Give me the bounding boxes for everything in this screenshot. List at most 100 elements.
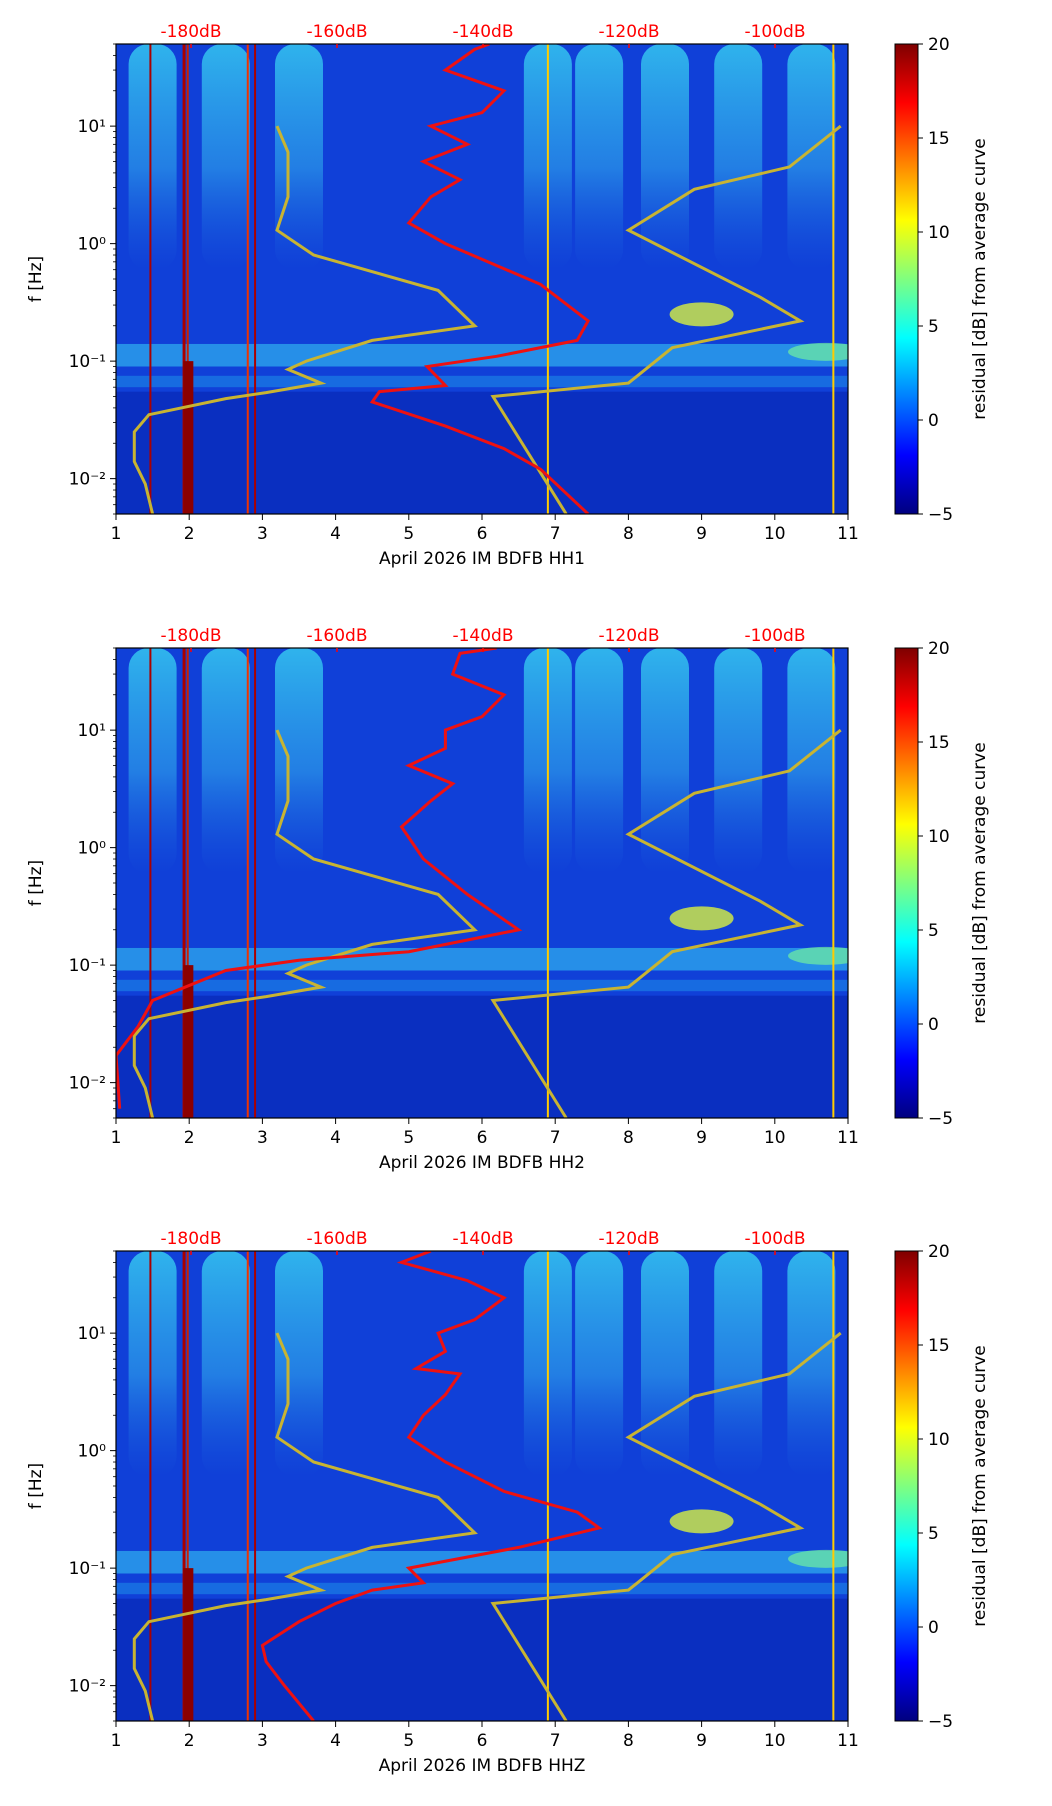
x-tick-label: 5 [403, 524, 414, 544]
x-tick-label: 9 [696, 1128, 707, 1148]
y-tick-label: 10¹ [78, 117, 106, 137]
x-tick-label: 4 [330, 1128, 341, 1148]
y-tick-label: 10⁻¹ [69, 956, 106, 976]
x-tick-label: 10 [764, 524, 786, 544]
low-frequency-artifact [183, 965, 194, 1118]
colorbar-label: residual [dB] from average curve [970, 742, 990, 1023]
x-tick-label: 2 [184, 1731, 195, 1751]
colorbar-tick-label: −5 [928, 505, 953, 525]
secondary-microseism-band [116, 375, 848, 388]
spectrogram-panel-2: 1 2 3 4 5 6 7 8 9 10 11 April 2026 IM BDFB HH2 10⁻² 1… [26, 626, 990, 1173]
x-axis-label: April 2026 IM BDFB HHZ [379, 1756, 586, 1776]
top-axis-label: -100dB [744, 22, 805, 42]
top-axis-label: -120dB [598, 1229, 659, 1249]
noise-model-low-curve [132, 125, 478, 514]
x-axis-label: April 2026 IM BDFB HH2 [379, 1153, 585, 1173]
top-axis-label: -180dB [160, 1229, 221, 1249]
noise-model-high-curve [490, 124, 842, 514]
residual-band-6 [641, 1251, 689, 1477]
noise-model-high-curve [490, 1331, 842, 1721]
x-tick-label: 6 [477, 1128, 488, 1148]
storm-residual-spot-2 [788, 342, 848, 361]
y-tick-label: 10¹ [78, 721, 106, 741]
plot-area [116, 648, 848, 1118]
x-tick-label: 7 [550, 1128, 561, 1148]
top-axis-label: -160dB [306, 1229, 367, 1249]
colorbar-tick-label: 20 [928, 639, 950, 659]
top-axis-label: -160dB [306, 22, 367, 42]
y-tick-label: 10⁻¹ [69, 1559, 106, 1579]
microseism-band [116, 947, 848, 971]
x-tick-label: 3 [257, 1731, 268, 1751]
x-tick-label: 5 [403, 1128, 414, 1148]
x-tick-label: 11 [837, 1128, 859, 1148]
storm-residual-spot [669, 1509, 734, 1534]
residual-band-5 [575, 1251, 624, 1477]
residual-band-5 [575, 44, 624, 270]
top-axis-label: -120dB [598, 626, 659, 646]
residual-band-8 [787, 44, 836, 270]
y-tick-label: 10⁻² [69, 470, 106, 490]
x-tick-label: 10 [764, 1731, 786, 1751]
storm-residual-spot-2 [788, 946, 848, 965]
colorbar-tick-label: 15 [928, 1336, 950, 1356]
colorbar: 20 15 10 5 0 −5 residual [dB] from average cur… [894, 1242, 990, 1732]
x-tick-label: 10 [764, 1128, 786, 1148]
noise-model-low-curve [132, 1332, 478, 1721]
colorbar-tick-label: −5 [928, 1109, 953, 1129]
y-tick-label: 10⁰ [78, 839, 107, 859]
colorbar-gradient [894, 43, 919, 515]
x-tick-label: 9 [696, 1731, 707, 1751]
colorbar-tick-label: −5 [928, 1712, 953, 1732]
colorbar-tick-label: 0 [928, 1618, 939, 1638]
residual-band-7 [714, 1251, 763, 1477]
colorbar-tick-label: 0 [928, 411, 939, 431]
colorbar-tick-label: 10 [928, 1430, 950, 1450]
y-tick-label: 10¹ [78, 1324, 106, 1344]
x-tick-label: 8 [623, 524, 634, 544]
x-tick-label: 11 [837, 1731, 859, 1751]
low-frequency-region [116, 391, 848, 514]
plot-area [116, 1251, 848, 1721]
x-tick-label: 1 [111, 1731, 122, 1751]
y-axis-label: f [Hz] [26, 860, 46, 906]
top-axis-label: -160dB [306, 626, 367, 646]
x-tick-label: 3 [257, 524, 268, 544]
top-axis-label: -140dB [452, 1229, 513, 1249]
colorbar-label: residual [dB] from average curve [970, 138, 990, 419]
average-psd-curve [369, 44, 591, 514]
x-tick-label: 6 [477, 1731, 488, 1751]
residual-band-1 [128, 648, 177, 874]
x-tick-label: 3 [257, 1128, 268, 1148]
colorbar-gradient [894, 1250, 919, 1722]
top-axis-label: -140dB [452, 626, 513, 646]
top-axis-label: -100dB [744, 1229, 805, 1249]
residual-band-5 [575, 648, 624, 874]
residual-band-2 [201, 1251, 250, 1477]
microseism-band [116, 343, 848, 367]
x-tick-label: 8 [623, 1128, 634, 1148]
storm-residual-spot [669, 302, 734, 327]
colorbar-tick-label: 10 [928, 827, 950, 847]
x-tick-label: 4 [330, 1731, 341, 1751]
residual-band-6 [641, 44, 689, 270]
x-axis-label: April 2026 IM BDFB HH1 [379, 549, 585, 569]
x-tick-label: 9 [696, 524, 707, 544]
colorbar-tick-label: 0 [928, 1015, 939, 1035]
colorbar-tick-label: 5 [928, 921, 939, 941]
residual-band-3 [275, 1251, 323, 1477]
x-tick-label: 11 [837, 524, 859, 544]
residual-band-1 [128, 44, 177, 270]
x-tick-label: 7 [550, 524, 561, 544]
residual-band-1 [128, 1251, 177, 1477]
spectrogram-panel-3: 1 2 3 4 5 6 7 8 9 10 11 April 2026 IM BDFB HHZ 10⁻² 1… [26, 1229, 990, 1776]
colorbar-tick-label: 15 [928, 129, 950, 149]
y-tick-label: 10⁻² [69, 1677, 106, 1697]
low-frequency-region [116, 1598, 848, 1721]
storm-residual-spot-2 [788, 1549, 848, 1568]
colorbar-tick-label: 10 [928, 223, 950, 243]
noise-model-high-curve [490, 728, 842, 1118]
plot-area [116, 44, 848, 514]
y-axis-label: f [Hz] [26, 256, 46, 302]
